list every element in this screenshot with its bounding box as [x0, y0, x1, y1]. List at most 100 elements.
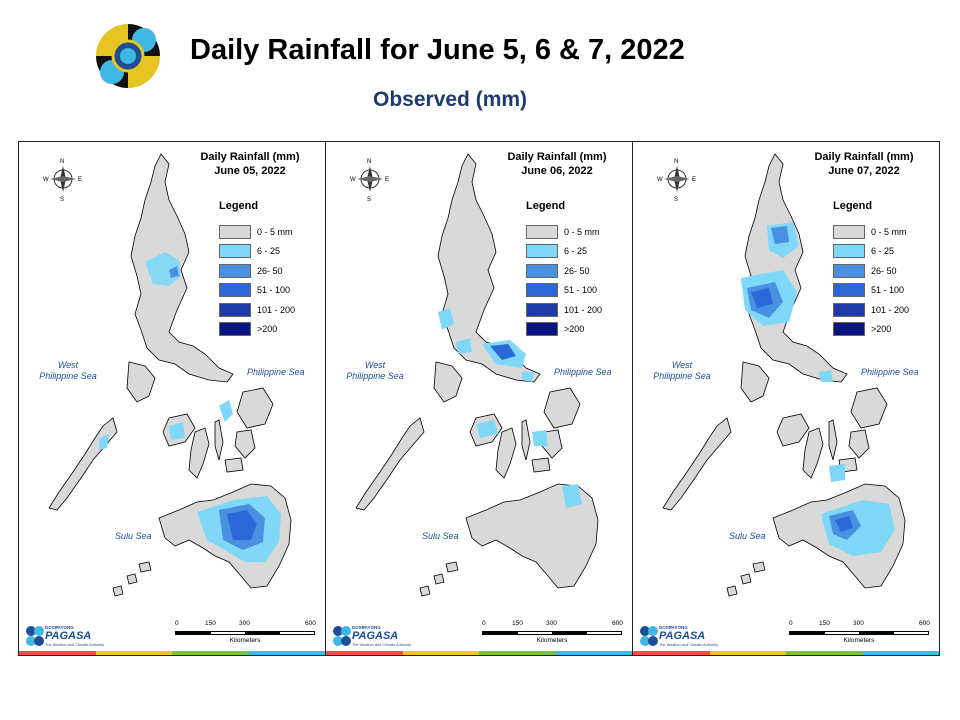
pagasa-mark-icon [640, 626, 658, 646]
rain-6-25 [819, 370, 833, 382]
sea-label-philippine: Philippine Sea [861, 367, 919, 377]
compass-s-label: S [60, 197, 64, 203]
legend-swatch [526, 322, 558, 337]
legend-label: 51 - 100 [257, 285, 291, 296]
legend-swatch [833, 322, 865, 337]
compass-rose-icon: N S W E [43, 159, 82, 203]
rain-6-25 [169, 422, 185, 440]
rain-6-25 [522, 372, 534, 382]
rainfall-overlay [99, 252, 281, 562]
cebu-island [214, 419, 224, 461]
map-panel-june-05: N S W E Daily [18, 141, 326, 656]
legend-swatch [219, 302, 251, 317]
palawan-island [48, 417, 118, 511]
rain-6-25 [438, 308, 454, 330]
compass-n-label: N [674, 159, 678, 165]
legend-swatch [833, 224, 865, 239]
sea-label-sulu: Sulu Sea [729, 531, 766, 541]
legend-swatch [833, 283, 865, 298]
panay-island [776, 413, 810, 447]
legend-swatch [219, 224, 251, 239]
rain-26-50 [490, 344, 516, 360]
legend-label: 101 - 200 [257, 304, 296, 315]
legend-swatch [833, 263, 865, 278]
leyte-island [848, 429, 870, 459]
scale-bar: 0 150 300 600 Kilometers [789, 620, 930, 644]
legend-label: 26- 50 [564, 265, 590, 276]
legend-label: >200 [257, 324, 278, 335]
sea-label-west: West Philippine Sea [346, 360, 404, 381]
luzon-island [744, 153, 848, 383]
legend-label: 0 - 5 mm [257, 226, 293, 237]
compass-s-label: S [674, 197, 678, 203]
compass-rose-icon: N S W E [350, 159, 389, 203]
legend-label: 0 - 5 mm [564, 226, 600, 237]
sulu-archipelago [726, 561, 766, 597]
compass-rose-icon: N S W E [657, 159, 696, 203]
rain-51-100 [227, 510, 257, 540]
legend-label: 6 - 25 [257, 246, 281, 257]
scale-bar: 0 150 300 600 Kilometers [482, 620, 623, 644]
legend-swatch [526, 283, 558, 298]
rainfall-overlay [741, 222, 895, 556]
legend-swatch [833, 244, 865, 259]
compass-w-label: W [657, 177, 663, 183]
legend-label: 6 - 25 [871, 246, 895, 257]
pagasa-brand: DOST PAYONG PAGASA The Weather and Climat… [25, 625, 104, 651]
legend-label: 101 - 200 [871, 304, 910, 315]
scale-bar: 0 150 300 600 Kilometers [175, 620, 316, 644]
rain-6-25 [476, 420, 498, 438]
legend-label: >200 [564, 324, 585, 335]
luzon-island [130, 153, 234, 383]
legend-title: Legend [219, 200, 259, 212]
pagasa-logo [96, 24, 160, 88]
samar-island [236, 387, 274, 429]
compass-e-label: E [78, 177, 82, 183]
philippines-rainfall-map: N S W E [657, 153, 906, 597]
negros-island [495, 427, 517, 479]
sea-label-sulu: Sulu Sea [422, 531, 459, 541]
compass-e-label: E [385, 177, 389, 183]
page-subtitle: Observed (mm) [373, 88, 528, 111]
leyte-island [234, 429, 256, 459]
sea-label-sulu: Sulu Sea [115, 531, 152, 541]
legend-swatch [219, 263, 251, 278]
legend-label: >200 [871, 324, 892, 335]
map-panel-june-06: N S W E Daily [325, 141, 633, 656]
legend-swatch [219, 283, 251, 298]
legend-title: Legend [526, 200, 566, 212]
compass-s-label: S [367, 197, 371, 203]
rain-51-100 [751, 288, 773, 308]
sulu-archipelago [419, 561, 459, 597]
rain-6-25 [219, 400, 233, 422]
compass-e-label: E [692, 177, 696, 183]
rain-6-25 [562, 484, 582, 508]
legend-label: 6 - 25 [564, 246, 588, 257]
land [355, 153, 599, 597]
legend-swatch [526, 302, 558, 317]
rain-6-25 [99, 434, 109, 450]
legend: 0 - 5 mm 6 - 25 26- 50 51 - 100 101 - 20… [219, 222, 295, 339]
cebu-island [828, 419, 838, 461]
legend-swatch [526, 244, 558, 259]
color-stripe [633, 651, 939, 655]
negros-island [802, 427, 824, 479]
legend-swatch [219, 322, 251, 337]
palawan-island [662, 417, 732, 511]
legend-label: 26- 50 [257, 265, 283, 276]
bohol-island [224, 457, 244, 473]
palawan-island [355, 417, 425, 511]
rain-6-25 [829, 464, 845, 482]
mindoro-island [740, 361, 770, 403]
legend-label: 26- 50 [871, 265, 897, 276]
color-stripe [326, 651, 632, 655]
compass-w-label: W [350, 177, 356, 183]
pagasa-brand: DOST PAYONG PAGASA The Weather and Climat… [639, 625, 718, 651]
pagasa-mark-icon [333, 626, 351, 646]
panel-title: Daily Rainfall (mm) June 06, 2022 [507, 151, 607, 177]
sulu-archipelago [112, 561, 152, 597]
bohol-island [531, 457, 551, 473]
legend: 0 - 5 mm 6 - 25 26- 50 51 - 100 101 - 20… [833, 222, 909, 339]
rain-51-100 [835, 516, 853, 532]
legend-label: 101 - 200 [564, 304, 603, 315]
